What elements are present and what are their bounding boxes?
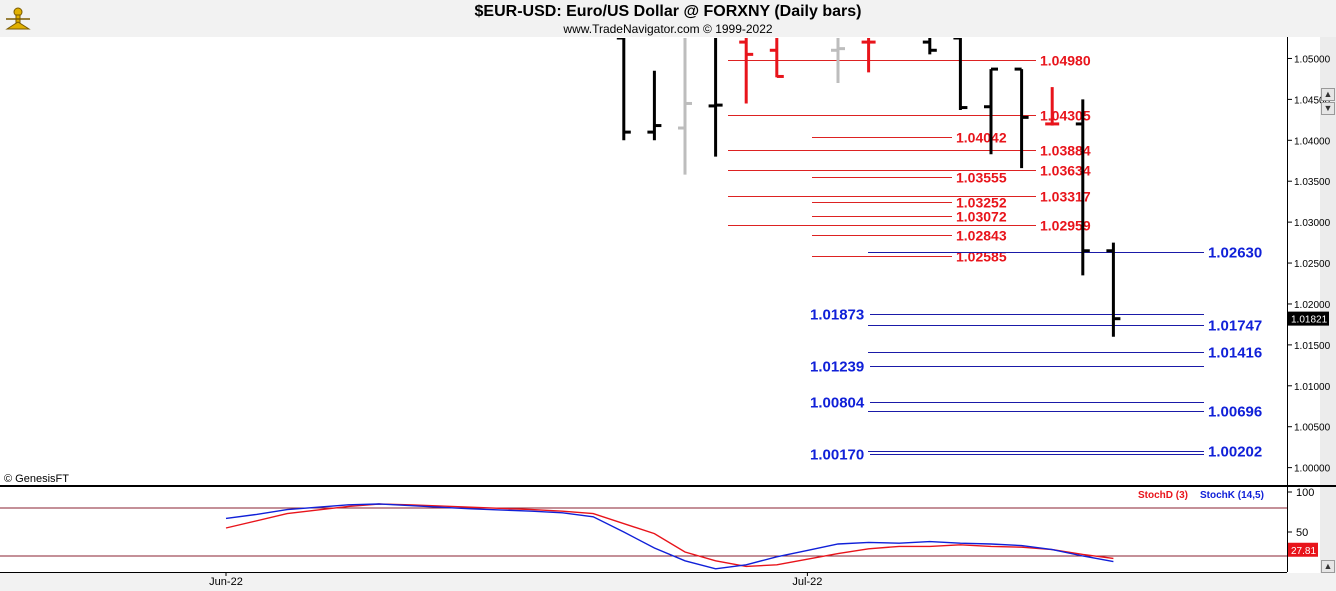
support-label: 1.00202 — [1208, 444, 1262, 461]
legend-stochd: StochD (3) — [1138, 490, 1188, 501]
support-label: 1.02630 — [1208, 245, 1262, 262]
x-tick-label: Jul-22 — [792, 576, 822, 588]
y-tick-label: 1.03500 — [1294, 177, 1331, 188]
resistance-label: 1.02585 — [956, 249, 1007, 265]
resistance-label: 1.03072 — [956, 209, 1007, 225]
stoch-series-line — [225, 503, 1114, 570]
resistance-label: 1.03317 — [1040, 189, 1091, 205]
ohlc-bars — [616, 38, 1121, 337]
support-label: 1.01873 — [810, 307, 864, 324]
resistance-label: 1.04042 — [956, 130, 1007, 146]
genesis-logo-icon — [3, 3, 33, 33]
resistance-label: 1.03555 — [956, 170, 1007, 186]
y-tick-label: 1.03000 — [1294, 218, 1331, 229]
y-tick-label: 1.02500 — [1294, 259, 1331, 270]
stoch-series-line — [225, 503, 1114, 568]
support-label: 1.00170 — [810, 447, 864, 464]
resistance-label: 1.04980 — [1040, 53, 1091, 69]
stoch-last-tag — [1288, 542, 1318, 557]
chart-subtitle: www.TradeNavigator.com © 1999-2022 — [563, 22, 773, 36]
chart-title: $EUR-USD: Euro/US Dollar @ FORXNY (Daily… — [474, 3, 862, 20]
indicator-scroll-up-button[interactable]: ▲ — [1321, 560, 1335, 573]
y-tick-label: 1.01500 — [1294, 341, 1331, 352]
last-price-label: 1.01821 — [1291, 315, 1328, 326]
y-tick-label: 1.04500 — [1294, 95, 1331, 106]
scroll-up-button[interactable]: ▲ — [1321, 88, 1335, 101]
support-label: 1.00696 — [1208, 404, 1262, 421]
resistance-label: 1.03252 — [956, 195, 1007, 211]
resistance-label: 1.02959 — [1040, 218, 1091, 234]
support-label: 1.01239 — [810, 359, 864, 376]
x-axis-bar — [0, 573, 1336, 591]
support-label: 1.00804 — [810, 395, 865, 412]
legend-stochk: StochK (14,5) — [1200, 490, 1264, 501]
resistance-label: 1.03884 — [1040, 143, 1091, 159]
copyright-label: © GenesisFT — [4, 473, 69, 485]
stoch-last-label: 27.81 — [1291, 546, 1316, 557]
y-tick-label: 1.02000 — [1294, 300, 1331, 311]
y-tick-label: 1.01000 — [1294, 382, 1331, 393]
y-tick-label: 1.04000 — [1294, 136, 1331, 147]
support-label: 1.01416 — [1208, 345, 1262, 362]
y-tick-label: 1.05000 — [1294, 54, 1331, 65]
x-tick-label: Jun-22 — [209, 576, 243, 588]
stoch-y-tick-label: 100 — [1296, 487, 1314, 499]
y-tick-label: 1.00500 — [1294, 423, 1331, 434]
header-bar — [0, 0, 1336, 37]
support-label: 1.01747 — [1208, 318, 1262, 335]
scroll-down-button[interactable]: ▼ — [1321, 102, 1335, 115]
last-price-tag — [1288, 311, 1329, 326]
resistance-label: 1.03634 — [1040, 163, 1091, 179]
stoch-y-tick-label: 50 — [1296, 527, 1308, 539]
y-tick-label: 1.00000 — [1294, 464, 1331, 475]
resistance-label: 1.02843 — [956, 228, 1007, 244]
